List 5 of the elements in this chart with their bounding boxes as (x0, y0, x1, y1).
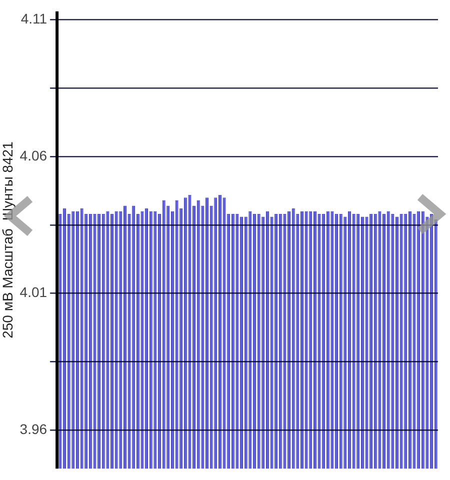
y-tick-label: 4.01 (20, 284, 48, 300)
y-axis-title: 250 мВ Масштаб Шунты 8421 (0, 141, 16, 338)
y-tick-label: 4.11 (20, 10, 48, 26)
y-tick-label: 3.96 (20, 421, 48, 438)
y-tick-label: 4.06 (20, 147, 48, 164)
